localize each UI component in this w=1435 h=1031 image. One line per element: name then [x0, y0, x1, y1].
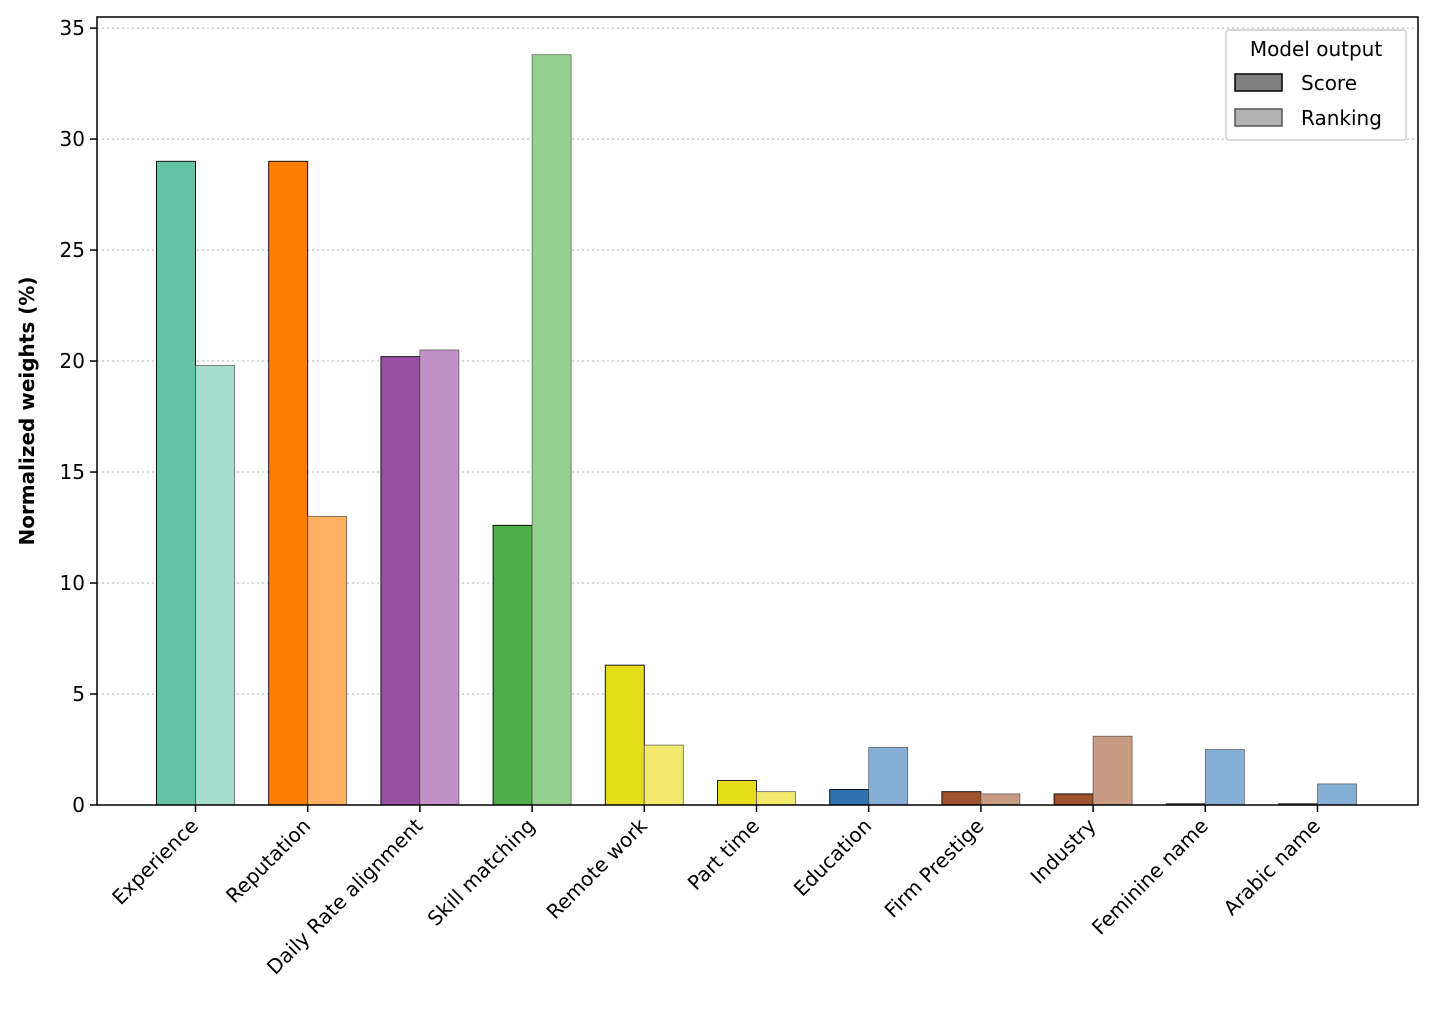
bar-score-skill-matching [492, 524, 533, 806]
bar-score-experience [156, 160, 196, 806]
bar-ranking-part-time [756, 791, 796, 806]
x-tick-label: Remote work [542, 813, 653, 924]
bar-score-education [829, 789, 870, 806]
legend-swatch-score [1234, 73, 1283, 92]
bar-ranking-arabic-name [1317, 783, 1357, 806]
x-tick-label: Arabic name [1219, 814, 1325, 920]
legend-swatch-ranking [1234, 108, 1283, 127]
bar-ranking-skill-matching [531, 54, 572, 806]
plot-frame [96, 16, 1419, 806]
y-tick-label: 0 [72, 793, 85, 817]
x-tick-label: Reputation [221, 814, 315, 908]
bar-score-firm-prestige [941, 791, 982, 806]
legend-label-score: Score [1301, 71, 1357, 95]
legend-title: Model output [1250, 37, 1383, 61]
x-tick-label: Industry [1025, 813, 1100, 888]
bar-score-reputation [268, 160, 309, 806]
x-tick-label: Skill matching [423, 814, 540, 931]
y-tick-label: 20 [60, 349, 85, 373]
y-tick-label: 25 [60, 238, 85, 262]
bar-score-daily-rate-alignment [380, 356, 421, 806]
x-tick-label: Part time [683, 814, 764, 895]
x-tick-label: Firm Prestige [880, 814, 989, 923]
legend: Model output Score Ranking [1225, 29, 1407, 141]
bar-ranking-education [868, 746, 909, 806]
x-tick-label: Education [789, 814, 876, 901]
legend-label-ranking: Ranking [1301, 106, 1382, 130]
y-tick-label: 30 [60, 127, 85, 151]
bar-ranking-experience [195, 365, 235, 806]
bar-score-industry [1053, 793, 1094, 806]
bars-group [156, 54, 1357, 806]
bar-ranking-feminine-name [1204, 749, 1245, 806]
y-tick-label: 5 [72, 682, 85, 706]
y-tick-label: 15 [60, 460, 85, 484]
x-tick-label: Feminine name [1087, 814, 1213, 940]
bar-ranking-remote-work [643, 744, 684, 806]
bar-ranking-firm-prestige [980, 793, 1021, 806]
y-axis: 0 5 10 15 20 25 30 35 [60, 16, 97, 817]
y-tick-label: 10 [60, 571, 85, 595]
bar-score-remote-work [604, 664, 645, 806]
x-tick-label: Experience [107, 814, 203, 910]
bar-ranking-industry [1092, 735, 1133, 806]
bar-ranking-daily-rate-alignment [419, 349, 460, 806]
bar-ranking-reputation [307, 516, 348, 806]
y-tick-label: 35 [60, 16, 85, 40]
y-axis-label: Normalized weights (%) [15, 276, 39, 545]
bar-score-part-time [717, 780, 757, 806]
